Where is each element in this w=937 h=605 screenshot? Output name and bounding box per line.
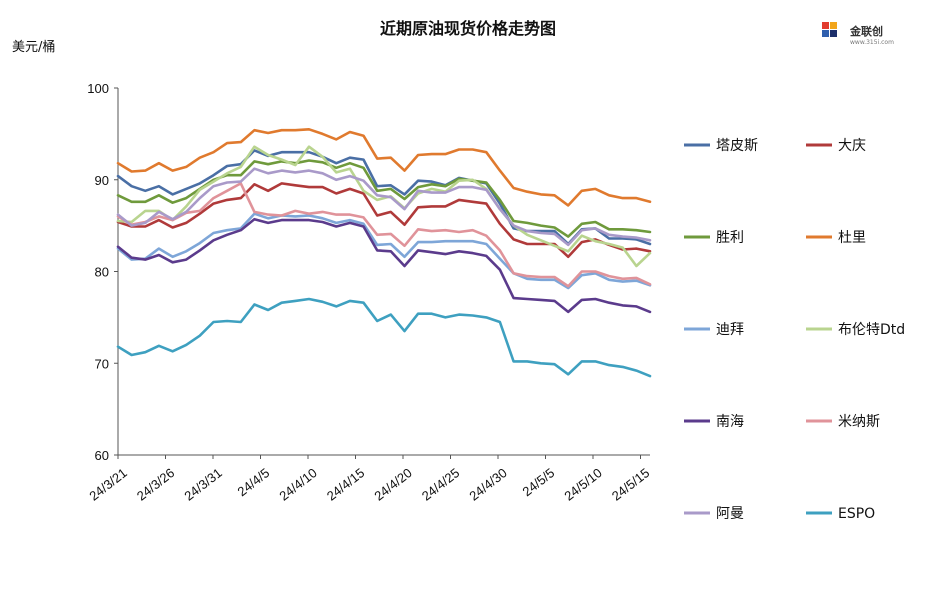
series-line-4 [116, 128, 652, 207]
x-tick-label: 24/3/26 [134, 465, 177, 504]
y-tick-label: 70 [95, 356, 109, 371]
x-tick-label: 24/5/5 [520, 465, 558, 499]
legend-label: 杜里 [838, 230, 866, 246]
legend-label: 阿曼 [716, 506, 744, 522]
legend-label: 塔皮斯 [716, 138, 758, 154]
x-tick-label: 24/4/30 [466, 465, 509, 504]
y-tick-label: 90 [95, 173, 109, 188]
series-line-9 [116, 167, 652, 247]
logo-mark-blue [822, 30, 829, 37]
y-tick-label: 100 [87, 81, 109, 96]
x-tick-label: 24/5/10 [561, 465, 604, 504]
legend-label: 胜利 [716, 230, 744, 246]
legend-label: ESPO [838, 506, 875, 522]
x-tick-label: 24/4/15 [324, 465, 367, 504]
y-unit-label: 美元/桶 [12, 40, 55, 55]
y-tick-label: 80 [95, 265, 109, 280]
x-tick-label: 24/5/15 [609, 465, 652, 504]
logo-mark-navy [830, 30, 837, 37]
series-line-10 [116, 297, 652, 378]
series-line-1 [116, 149, 652, 246]
x-tick-label: 24/4/20 [371, 465, 414, 504]
logo-subtext: www.315i.com [850, 39, 894, 46]
series-line-8 [116, 182, 652, 288]
logo-mark-orange [830, 22, 837, 29]
logo-mark-red [822, 22, 829, 29]
x-tick-label: 24/3/31 [181, 465, 224, 504]
x-tick-label: 24/4/10 [276, 465, 319, 504]
legend-label: 大庆 [838, 138, 866, 154]
legend-label: 米纳斯 [838, 414, 880, 430]
y-tick-label: 60 [95, 448, 109, 463]
legend-label: 布伦特Dtd [838, 322, 905, 338]
series-line-7 [116, 217, 652, 314]
logo-text: 金联创 [849, 24, 883, 38]
chart-title: 近期原油现货价格走势图 [380, 19, 556, 38]
series-line-6 [116, 145, 652, 268]
brand-logo: 金联创 www.315i.com [822, 22, 894, 46]
x-tick-label: 24/4/25 [419, 465, 462, 504]
legend-label: 南海 [716, 414, 744, 430]
series-lines [116, 128, 652, 378]
series-line-2 [116, 182, 652, 259]
x-tick-label: 24/4/5 [235, 465, 273, 499]
legend-label: 迪拜 [716, 322, 744, 338]
x-tick-label: 24/3/21 [86, 465, 129, 504]
series-line-5 [116, 212, 652, 290]
